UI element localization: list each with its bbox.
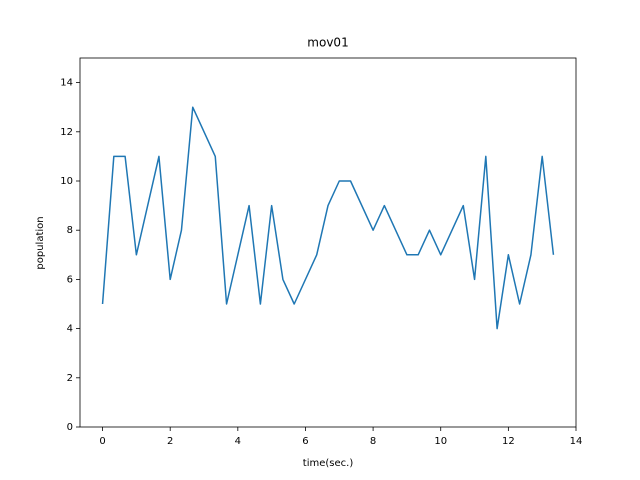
x-tick-label: 4 [235, 436, 241, 447]
plot-frame [79, 57, 577, 428]
x-tick-label: 2 [167, 436, 173, 447]
x-tick-label: 8 [370, 436, 376, 447]
x-axis-label: time(sec.) [303, 458, 354, 469]
line-series [101, 106, 555, 330]
y-tick-label: 8 [67, 225, 73, 236]
x-tick-label: 14 [570, 436, 583, 447]
y-tick-label: 0 [67, 422, 73, 433]
x-tick-label: 6 [302, 436, 308, 447]
y-tick-label: 2 [67, 373, 73, 384]
x-tick-label: 0 [99, 436, 105, 447]
y-axis-label: population [35, 216, 46, 269]
y-tick-label: 14 [60, 78, 73, 89]
y-tick-label: 12 [60, 127, 73, 138]
y-tick-label: 10 [60, 176, 73, 187]
y-tick-label: 4 [67, 324, 73, 335]
x-tick-label: 10 [434, 436, 447, 447]
y-tick-label: 6 [67, 274, 73, 285]
chart-title: mov01 [307, 36, 348, 50]
x-tick-label: 12 [502, 436, 515, 447]
